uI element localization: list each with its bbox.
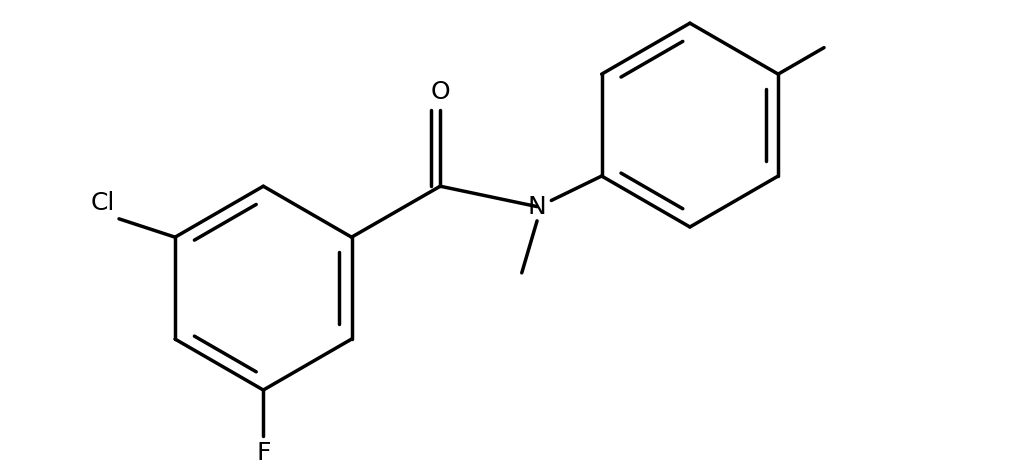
Text: O: O (431, 80, 450, 104)
Text: N: N (527, 194, 547, 219)
Text: F: F (256, 441, 271, 465)
Text: Cl: Cl (90, 191, 115, 215)
